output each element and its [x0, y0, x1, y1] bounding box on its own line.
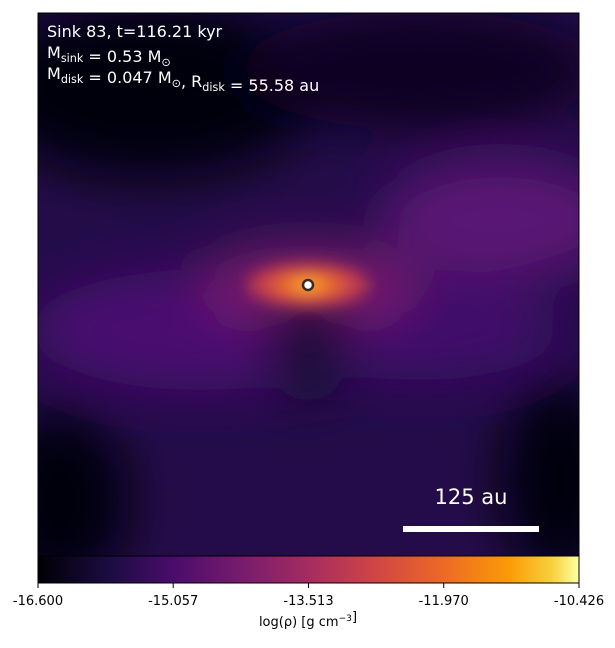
colorbar-ticks: -16.600 -15.057 -13.513 -11.970 -10.426	[13, 583, 604, 609]
text-run: , R	[181, 72, 202, 91]
text-run: ]	[352, 610, 357, 625]
text-run: log(ρ) [g cm	[259, 615, 339, 630]
density-image: 125 au	[38, 13, 579, 556]
colorbar-tick-label: -16.600	[13, 594, 63, 609]
text-run: = 0.047 M	[83, 68, 171, 87]
text-run: = 0.53 M	[83, 47, 161, 66]
colorbar-tick-label: -10.426	[554, 594, 604, 609]
scale-bar	[403, 526, 539, 532]
scale-bar-label: 125 au	[435, 485, 508, 509]
sink-marker	[301, 278, 315, 292]
colorbar-tick-label: -15.057	[148, 594, 198, 609]
subscript: disk	[202, 81, 225, 94]
text-run: = 55.58 au	[225, 76, 319, 95]
colorbar-tick-label: -13.513	[283, 594, 333, 609]
subscript: disk	[61, 73, 84, 86]
superscript: −3	[339, 614, 353, 624]
text-run: M	[47, 43, 61, 62]
subscript: ⊙	[161, 56, 170, 69]
text-run: M	[47, 64, 61, 83]
annotation-line: Msink = 0.53 M⊙	[47, 43, 171, 69]
subscript: sink	[61, 52, 84, 65]
colorbar-tick-label: -11.970	[419, 594, 469, 609]
colorbar	[37, 555, 580, 584]
subscript: ⊙	[172, 77, 181, 90]
colorbar-label: log(ρ) [g cm−3]	[259, 610, 357, 630]
annotation-line: Sink 83, t=116.21 kyr	[47, 22, 223, 41]
text-run: Sink 83, t=116.21 kyr	[47, 22, 223, 41]
annotation-line: Mdisk = 0.047 M⊙, Rdisk = 55.58 au	[47, 64, 319, 95]
